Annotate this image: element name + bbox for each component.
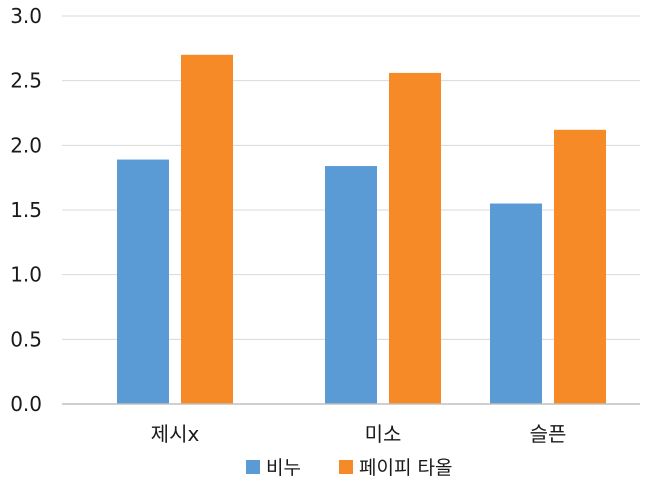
x-axis-category-labels: 제시x 미소 슬픈 bbox=[151, 422, 567, 446]
y-tick-label: 1.5 bbox=[10, 198, 42, 222]
legend-label: 비누 bbox=[266, 457, 301, 479]
bar-series-2 bbox=[181, 54, 233, 405]
y-tick-label: 3.0 bbox=[10, 4, 42, 28]
bar-series-1 bbox=[325, 166, 377, 404]
legend-label: 페이피 타올 bbox=[359, 457, 452, 479]
legend: 비누 페이피 타올 bbox=[246, 457, 452, 479]
legend-item: 비누 bbox=[246, 457, 301, 479]
bar-series-2 bbox=[554, 129, 606, 404]
legend-item: 페이피 타올 bbox=[339, 457, 452, 479]
bar-series-1 bbox=[117, 159, 169, 404]
bar-series-2 bbox=[389, 72, 441, 404]
y-tick-label: 1.0 bbox=[10, 263, 42, 287]
x-category-label: 슬픈 bbox=[530, 422, 567, 446]
legend-swatch bbox=[339, 460, 353, 474]
y-tick-label: 0.5 bbox=[10, 327, 42, 351]
x-category-label: 미소 bbox=[365, 422, 402, 446]
y-tick-label: 2.5 bbox=[10, 69, 42, 93]
bars bbox=[117, 54, 606, 405]
legend-swatch bbox=[246, 460, 260, 474]
x-category-label: 제시x bbox=[151, 422, 200, 446]
y-tick-label: 2.0 bbox=[10, 133, 42, 157]
y-tick-label: 0.0 bbox=[10, 392, 42, 416]
y-axis-tick-labels: 0.0 0.5 1.0 1.5 2.0 2.5 3.0 bbox=[10, 4, 42, 416]
bar-series-1 bbox=[490, 203, 542, 404]
